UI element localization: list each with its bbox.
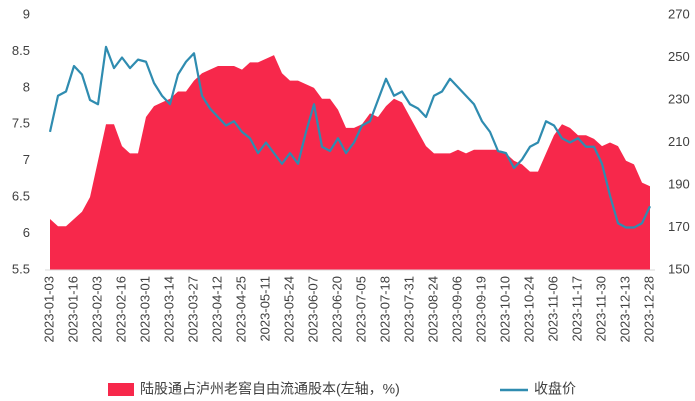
x-tick-label: 2023-04-12 <box>209 276 224 343</box>
y-tick-label: 5.5 <box>12 261 30 276</box>
y-tick-label: 6.5 <box>12 189 30 204</box>
y-tick-label: 8.5 <box>12 43 30 58</box>
legend-label: 收盘价 <box>534 381 576 397</box>
x-tick-label: 2023-12-13 <box>617 276 632 343</box>
x-tick-label: 2023-07-05 <box>353 276 368 343</box>
x-tick-label: 2023-08-24 <box>425 276 440 343</box>
x-tick-label: 2023-07-18 <box>377 276 392 343</box>
x-tick-label: 2023-03-27 <box>185 276 200 343</box>
x-tick-label: 2023-10-24 <box>521 276 536 343</box>
x-tick-label: 2023-01-16 <box>65 276 80 343</box>
x-tick-label: 2023-03-01 <box>137 276 152 343</box>
x-tick-label: 2023-06-07 <box>305 276 320 343</box>
y2-tick-label: 150 <box>668 261 690 276</box>
x-tick-label: 2023-10-10 <box>497 276 512 343</box>
x-tick-label: 2023-05-11 <box>257 276 272 342</box>
y2-tick-label: 230 <box>668 91 690 106</box>
y2-tick-label: 190 <box>668 176 690 191</box>
x-tick-label: 2023-06-20 <box>329 276 344 343</box>
y-tick-label: 7 <box>23 152 30 167</box>
y2-tick-label: 170 <box>668 219 690 234</box>
y2-tick-label: 250 <box>668 49 690 64</box>
x-tick-label: 2023-09-19 <box>473 276 488 343</box>
legend-label: 陆股通占泸州老窖自由流通股本(左轴，%) <box>140 381 400 397</box>
x-tick-label: 2023-07-31 <box>401 276 416 343</box>
x-tick-label: 2023-02-03 <box>89 276 104 343</box>
y-tick-label: 8 <box>23 79 30 94</box>
x-tick-label: 2023-11-06 <box>545 276 560 342</box>
y2-tick-label: 210 <box>668 134 690 149</box>
y-tick-label: 6 <box>23 225 30 240</box>
x-tick-label: 2023-01-03 <box>41 276 56 343</box>
x-tick-label: 2023-02-16 <box>113 276 128 343</box>
line <box>48 45 651 229</box>
x-tick-label: 2023-05-24 <box>281 276 296 343</box>
x-tick-label: 2023-12-28 <box>641 276 656 343</box>
x-tick-label: 2023-04-25 <box>233 276 248 343</box>
y-tick-label: 7.5 <box>12 116 30 131</box>
x-tick-label: 2023-11-30 <box>593 276 608 342</box>
legend: 陆股通占泸州老窖自由流通股本(左轴，%) 收盘价 <box>108 381 576 397</box>
y2-tick-label: 270 <box>668 6 690 21</box>
area <box>50 55 650 271</box>
y-tick-label: 9 <box>23 6 30 21</box>
x-tick-label: 2023-03-14 <box>161 276 176 343</box>
x-tick-label: 2023-11-17 <box>569 276 584 342</box>
legend-swatch <box>108 383 134 396</box>
x-tick-label: 2023-09-06 <box>449 276 464 343</box>
